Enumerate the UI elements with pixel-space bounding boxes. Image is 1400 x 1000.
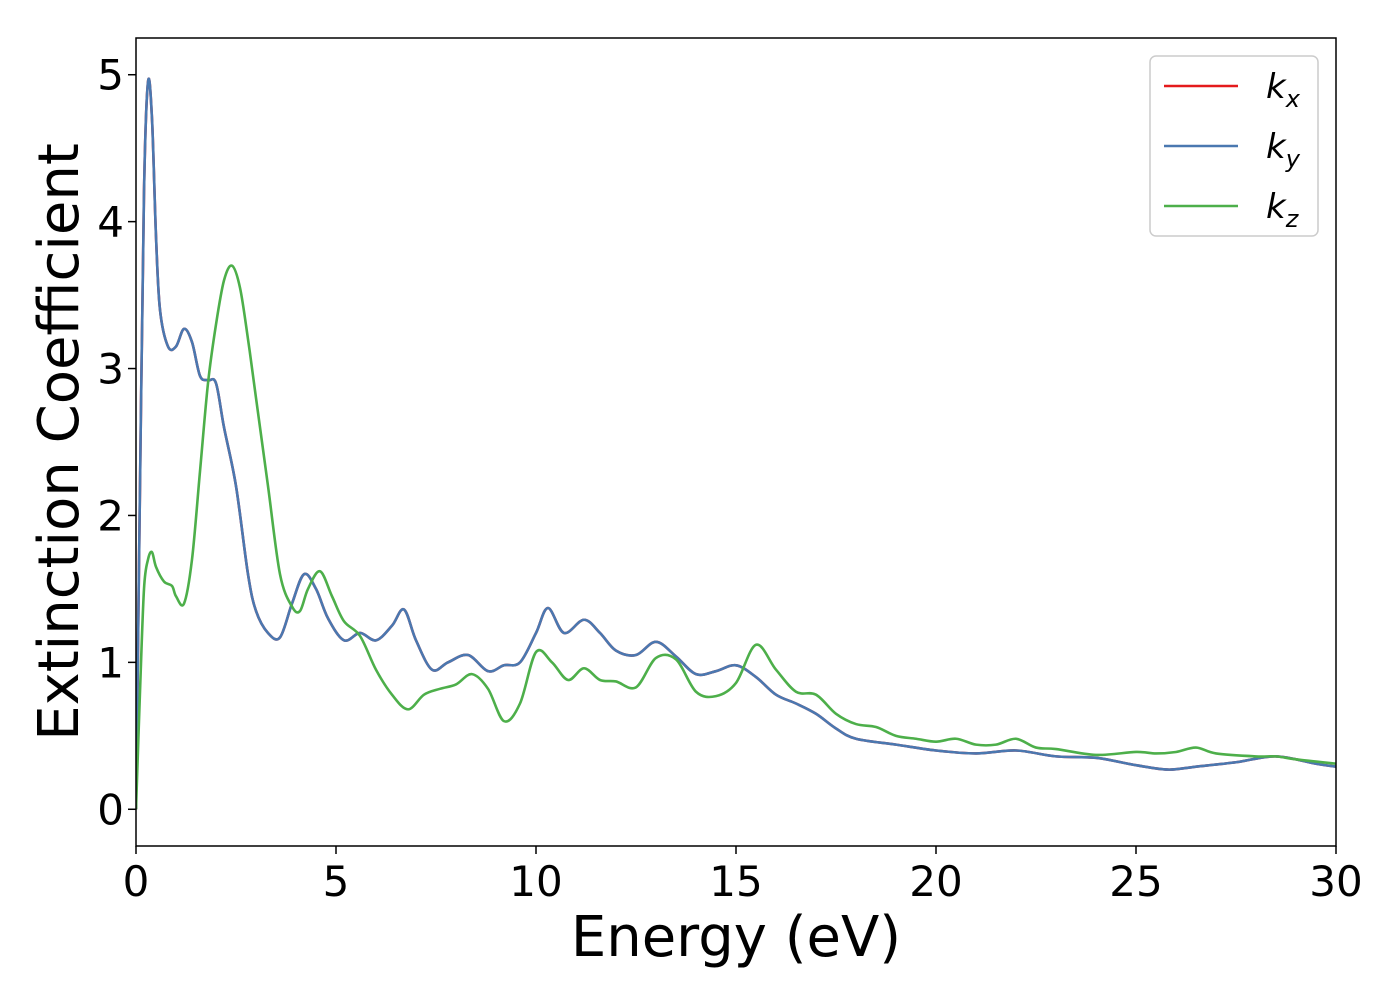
x-axis-label: Energy (eV) xyxy=(571,905,901,970)
y-tick-label: 0 xyxy=(97,785,124,834)
series-line-z xyxy=(136,264,1336,810)
legend-label-y: ky xyxy=(1266,127,1301,173)
y-axis-label: Extinction Coefficient xyxy=(27,143,92,741)
y-tick-label: 2 xyxy=(97,491,124,540)
x-tick-label: 20 xyxy=(909,857,962,906)
y-tick-label: 4 xyxy=(97,198,124,247)
y-tick-label: 3 xyxy=(97,345,124,394)
legend: kx ky kz xyxy=(1149,55,1319,237)
y-axis: 0 1 2 3 4 5 xyxy=(97,51,136,834)
legend-label-x: kx xyxy=(1266,67,1301,113)
y-tick-label: 5 xyxy=(97,51,124,100)
series-layer xyxy=(136,77,1336,810)
x-tick-label: 10 xyxy=(509,857,562,906)
x-tick-label: 0 xyxy=(123,857,150,906)
x-tick-label: 15 xyxy=(709,857,762,906)
x-tick-label: 30 xyxy=(1309,857,1362,906)
x-axis: 0 5 10 15 20 25 30 xyxy=(123,846,1363,906)
x-tick-label: 5 xyxy=(323,857,350,906)
legend-label-z: kz xyxy=(1266,187,1300,233)
y-tick-label: 1 xyxy=(97,638,124,687)
x-tick-label: 25 xyxy=(1109,857,1162,906)
series-line-y xyxy=(136,77,1336,810)
